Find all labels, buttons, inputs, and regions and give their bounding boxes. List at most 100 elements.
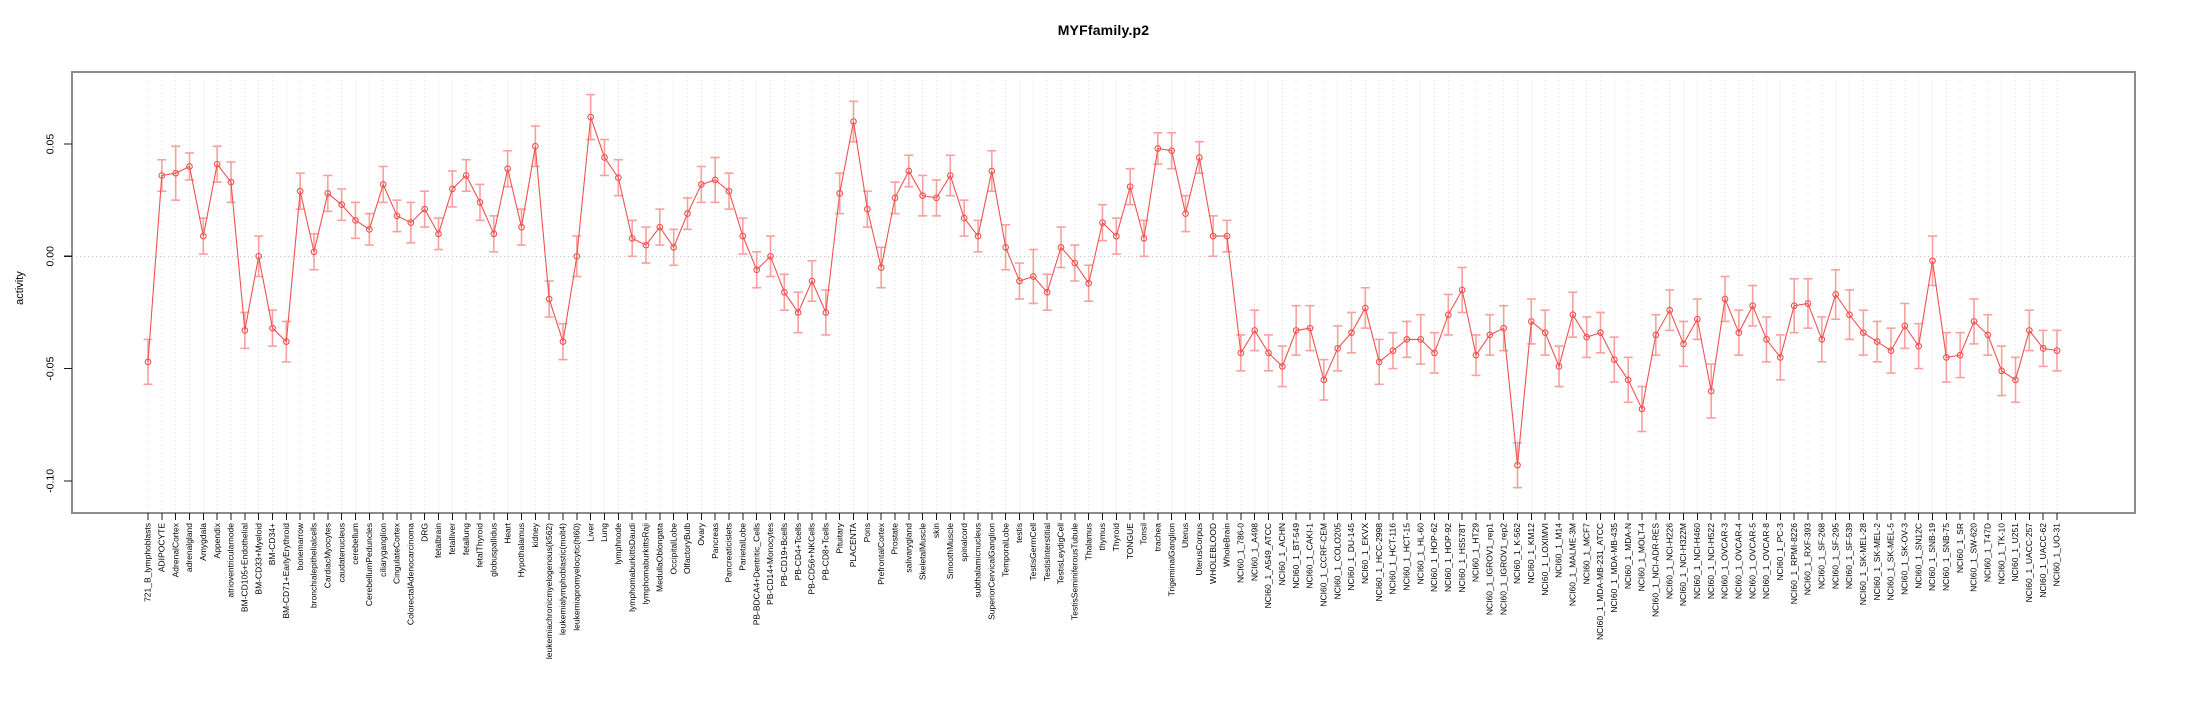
svg-text:salivarygland: salivarygland [904, 523, 914, 573]
svg-text:caudatenucleus: caudatenucleus [336, 523, 346, 583]
svg-text:NCI60_1_HOP-92: NCI60_1_HOP-92 [1443, 523, 1453, 592]
svg-text:OlfactoryBulb: OlfactoryBulb [682, 523, 692, 574]
svg-text:NCI60_1_IGROV1_rep1: NCI60_1_IGROV1_rep1 [1485, 523, 1495, 615]
svg-text:NCI60_1_SR: NCI60_1_SR [1955, 523, 1965, 573]
svg-text:Liver: Liver [585, 523, 595, 542]
svg-text:PB-CD8+Tcells: PB-CD8+Tcells [821, 523, 831, 580]
svg-text:Pancreas: Pancreas [710, 523, 720, 559]
svg-text:adrenalgland: adrenalgland [184, 523, 194, 572]
svg-text:NCI60_1_NCI-H322M: NCI60_1_NCI-H322M [1678, 523, 1688, 606]
svg-text:CingulateCortex: CingulateCortex [392, 522, 402, 584]
svg-text:NCI60_1_OVCAR-5: NCI60_1_OVCAR-5 [1747, 523, 1757, 599]
svg-text:ParietalLobe: ParietalLobe [738, 523, 748, 571]
svg-text:SmoothMuscle: SmoothMuscle [945, 523, 955, 579]
svg-text:NCI60_1_HL-60: NCI60_1_HL-60 [1415, 523, 1425, 585]
svg-text:subthalamicnucleus: subthalamicnucleus [973, 523, 983, 598]
svg-text:fetallung: fetallung [461, 523, 471, 555]
svg-text:PB-CD14+Monocytes: PB-CD14+Monocytes [765, 523, 775, 605]
svg-text:PLACENTA: PLACENTA [848, 523, 858, 568]
svg-text:WholeBrain: WholeBrain [1222, 523, 1232, 567]
svg-text:NCI60_1_ACHN: NCI60_1_ACHN [1277, 523, 1287, 585]
svg-text:NCI60_1_M14: NCI60_1_M14 [1554, 523, 1564, 578]
svg-text:NCI60_1_MDA-MB-231_ATCC: NCI60_1_MDA-MB-231_ATCC [1595, 523, 1605, 640]
svg-text:NCI60_1_MALME-3M: NCI60_1_MALME-3M [1568, 523, 1578, 606]
svg-text:NCI60_1_UACC-62: NCI60_1_UACC-62 [2038, 523, 2048, 598]
svg-text:NCI60_1_K-562: NCI60_1_K-562 [1512, 523, 1522, 584]
svg-text:NCI60_1_NCI-H522: NCI60_1_NCI-H522 [1706, 523, 1716, 599]
svg-text:NCI60_1_PC-3: NCI60_1_PC-3 [1775, 523, 1785, 581]
svg-text:NCI60_1_UACC-257: NCI60_1_UACC-257 [2024, 523, 2034, 603]
svg-text:ciliaryganglion: ciliaryganglion [378, 523, 388, 577]
svg-text:NCI60_1_DU-145: NCI60_1_DU-145 [1346, 523, 1356, 591]
svg-text:BM-CD71+EarlyErythroid: BM-CD71+EarlyErythroid [281, 523, 291, 619]
svg-text:fetalbrain: fetalbrain [433, 523, 443, 558]
svg-text:Amygdala: Amygdala [198, 523, 208, 561]
y-axis: 0.05 0.00 -0.05 -0.10 [44, 134, 72, 493]
error-bars [143, 93, 2062, 489]
svg-text:PrefrontalCortex: PrefrontalCortex [876, 522, 886, 585]
svg-text:kidney: kidney [530, 522, 540, 547]
svg-text:PB-CD4+Tcells: PB-CD4+Tcells [793, 523, 803, 580]
svg-text:Pancreaticislets: Pancreaticislets [724, 523, 734, 583]
svg-text:SkeletalMuscle: SkeletalMuscle [917, 523, 927, 580]
svg-text:NCI60_1_SF-268: NCI60_1_SF-268 [1817, 523, 1827, 589]
svg-text:PB-BDCA4+Dentritic_Cells: PB-BDCA4+Dentritic_Cells [751, 523, 761, 625]
svg-text:NCI60_1_BT-549: NCI60_1_BT-549 [1291, 523, 1301, 589]
svg-text:TemporalLobe: TemporalLobe [1000, 523, 1010, 577]
svg-text:globuspallidus: globuspallidus [489, 523, 499, 577]
series-line [147, 116, 2058, 466]
svg-text:NCI60_1_KM12: NCI60_1_KM12 [1526, 523, 1536, 584]
svg-text:-0.10: -0.10 [44, 469, 56, 493]
svg-text:NCI60_1_COLO205: NCI60_1_COLO205 [1332, 523, 1342, 600]
svg-text:NCI60_1_HOP-62: NCI60_1_HOP-62 [1429, 523, 1439, 592]
svg-text:Pituitary: Pituitary [834, 522, 844, 553]
svg-text:NCI60_1_UO-31: NCI60_1_UO-31 [2052, 523, 2062, 587]
svg-text:Ovary: Ovary [696, 522, 706, 545]
svg-text:NCI60_1_SNB-75: NCI60_1_SNB-75 [1941, 523, 1951, 591]
svg-text:Prostate: Prostate [890, 523, 900, 555]
svg-text:WHOLEBLOOD: WHOLEBLOOD [1208, 523, 1218, 584]
svg-text:Heart: Heart [502, 522, 512, 543]
svg-text:NCI60_1_MDA-N: NCI60_1_MDA-N [1623, 523, 1633, 589]
svg-text:NCI60_1_SF-295: NCI60_1_SF-295 [1830, 523, 1840, 589]
svg-text:NCI60_1_786-0: NCI60_1_786-0 [1236, 523, 1246, 583]
svg-text:Lung: Lung [599, 523, 609, 542]
svg-text:NCI60_1_HCT-116: NCI60_1_HCT-116 [1388, 523, 1398, 595]
svg-text:Uterus: Uterus [1180, 523, 1190, 548]
svg-text:Tonsil: Tonsil [1139, 523, 1149, 545]
svg-text:thymus: thymus [1097, 523, 1107, 550]
svg-text:NCI60_1_SK-MEL-2: NCI60_1_SK-MEL-2 [1872, 523, 1882, 601]
svg-text:NCI60_1_LOXIMVI: NCI60_1_LOXIMVI [1540, 523, 1550, 596]
svg-text:trachea: trachea [1153, 523, 1163, 552]
svg-text:NCI60_1_A549_ATCC: NCI60_1_A549_ATCC [1263, 523, 1273, 608]
svg-text:skin: skin [931, 523, 941, 538]
svg-text:NCI60_1_SK-MEL-28: NCI60_1_SK-MEL-28 [1858, 523, 1868, 605]
svg-text:TestisInterstitial: TestisInterstitial [1042, 523, 1052, 581]
x-axis: 721_B_lymphoblasts ADIPOCYTE AdrenalCortex… [143, 513, 2062, 659]
svg-text:721_B_lymphoblasts: 721_B_lymphoblasts [143, 523, 153, 602]
svg-text:atrioventricularnode: atrioventricularnode [226, 523, 236, 598]
svg-text:NCI60_1_A498: NCI60_1_A498 [1249, 523, 1259, 581]
svg-text:PB-CD19+Bcells: PB-CD19+Bcells [779, 523, 789, 587]
svg-text:leukemiachronicmyelogenous(k56: leukemiachronicmyelogenous(k562) [544, 523, 554, 659]
svg-text:CardiacMyocytes: CardiacMyocytes [323, 523, 333, 588]
svg-text:spinalcord: spinalcord [959, 523, 969, 562]
svg-text:DRG: DRG [419, 523, 429, 542]
svg-text:lymphomaburkittsRaji: lymphomaburkittsRaji [641, 523, 651, 604]
svg-text:NCI60_1_MOLT-4: NCI60_1_MOLT-4 [1637, 523, 1647, 592]
gridlines [72, 72, 2135, 513]
svg-text:NCI60_1_U251: NCI60_1_U251 [2010, 523, 2020, 582]
svg-text:NCI60_1_HCC-2998: NCI60_1_HCC-2998 [1374, 523, 1384, 602]
svg-text:NCI60_1_OVCAR-3: NCI60_1_OVCAR-3 [1720, 523, 1730, 599]
svg-text:NCI60_1_RXF-393: NCI60_1_RXF-393 [1803, 523, 1813, 596]
svg-text:testis: testis [1014, 523, 1024, 543]
svg-text:NCI60_1_MDA-MB-435: NCI60_1_MDA-MB-435 [1609, 523, 1619, 613]
data-points [144, 113, 2061, 469]
svg-text:NCI60_1_CCRF-CEM: NCI60_1_CCRF-CEM [1319, 523, 1329, 607]
svg-text:NCI60_1_EKVX: NCI60_1_EKVX [1360, 523, 1370, 584]
svg-text:UterusCorpus: UterusCorpus [1194, 523, 1204, 575]
svg-text:NCI60_1_SW-620: NCI60_1_SW-620 [1969, 523, 1979, 592]
svg-text:0.00: 0.00 [44, 246, 56, 267]
